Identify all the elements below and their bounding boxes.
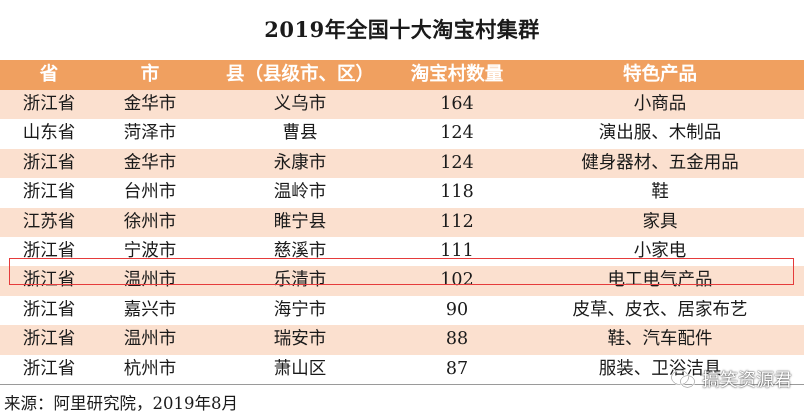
cell-city: 台州市 xyxy=(123,182,177,203)
cell-city: 金华市 xyxy=(123,152,177,173)
cell-village-count: 124 xyxy=(440,152,474,173)
cell-products: 小商品 xyxy=(633,94,687,114)
source-note: 来源：阿里研究院，2019年8月 xyxy=(4,394,238,413)
cell-products: 服装、卫浴洁具 xyxy=(598,358,722,379)
table-row: 浙江省 嘉兴市 海宁市 90 皮草、皮衣、居家布艺 xyxy=(0,295,804,326)
cell-products: 鞋、汽车配件 xyxy=(607,329,713,350)
cell-county: 乐清市 xyxy=(273,270,327,291)
cell-products: 演出服、木制品 xyxy=(598,123,722,144)
cell-products: 电工电气产品 xyxy=(607,270,713,291)
table-row: 浙江省 温州市 瑞安市 88 鞋、汽车配件 xyxy=(0,325,804,355)
cell-province: 浙江省 xyxy=(22,358,76,379)
cell-city: 菏泽市 xyxy=(123,123,177,144)
table-row: 浙江省 金华市 永康市 124 健身器材、五金用品 xyxy=(0,148,804,179)
cell-city: 杭州市 xyxy=(123,358,177,379)
header-county: 县（县级市、区） xyxy=(225,64,374,85)
cell-city: 徐州市 xyxy=(123,211,177,232)
cell-city: 金华市 xyxy=(123,94,177,114)
taobao-village-table: 省 市 县（县级市、区） 淘宝村数量 特色产品 浙江省 金华市 义乌市 164 小商品山… xyxy=(0,60,804,384)
cell-province: 江苏省 xyxy=(22,211,76,232)
cell-city: 温州市 xyxy=(123,329,177,350)
cell-province: 浙江省 xyxy=(22,329,76,350)
cell-county: 海宁市 xyxy=(273,299,327,320)
cell-products: 皮草、皮衣、居家布艺 xyxy=(572,299,748,320)
cell-province: 山东省 xyxy=(22,123,76,144)
cell-county: 曹县 xyxy=(282,123,318,144)
wechat-icon xyxy=(670,369,696,389)
cell-province: 浙江省 xyxy=(22,94,76,114)
cell-village-count: 90 xyxy=(445,299,469,320)
watermark-text: 搞笑资源君 xyxy=(702,370,792,391)
table-row: 浙江省 宁波市 慈溪市 111 小家电 xyxy=(0,236,804,267)
cell-city: 嘉兴市 xyxy=(123,299,177,320)
cell-products: 鞋 xyxy=(651,182,669,203)
header-village-count: 淘宝村数量 xyxy=(410,64,504,85)
cell-village-count: 111 xyxy=(440,240,474,261)
cell-products: 小家电 xyxy=(633,240,687,261)
cell-village-count: 164 xyxy=(440,94,474,114)
cell-village-count: 102 xyxy=(440,270,474,291)
watermark: 搞笑资源君 xyxy=(670,366,792,392)
header-city: 市 xyxy=(140,64,160,85)
table-bottom-divider xyxy=(0,384,804,385)
cell-province: 浙江省 xyxy=(22,182,76,203)
table-header-row: 省 市 县（县级市、区） 淘宝村数量 特色产品 xyxy=(0,60,804,90)
cell-province: 浙江省 xyxy=(22,270,76,291)
cell-village-count: 112 xyxy=(440,211,474,232)
header-province: 省 xyxy=(39,64,59,85)
header-products: 特色产品 xyxy=(622,64,697,85)
cell-village-count: 88 xyxy=(445,329,469,350)
table-row: 浙江省 台州市 温岭市 118 鞋 xyxy=(0,178,804,208)
cell-village-count: 118 xyxy=(440,182,474,203)
cell-city: 温州市 xyxy=(123,270,177,291)
table-body: 浙江省 金华市 义乌市 164 小商品 山东省 菏泽市 曹县 124 演出服、木制品 浙江省 金华市永… xyxy=(0,90,804,384)
cell-county: 慈溪市 xyxy=(273,240,327,261)
cell-village-count: 124 xyxy=(440,123,474,144)
cell-county: 睢宁县 xyxy=(273,211,327,232)
cell-county: 瑞安市 xyxy=(273,329,327,350)
cell-province: 浙江省 xyxy=(22,299,76,320)
cell-province: 浙江省 xyxy=(22,240,76,261)
cell-products: 家具 xyxy=(642,211,678,232)
cell-county: 温岭市 xyxy=(273,182,327,203)
table-row: 浙江省 杭州市 萧山区 87 服装、卫浴洁具 xyxy=(0,354,804,384)
table-row: 江苏省 徐州市 睢宁县 112 家具 xyxy=(0,207,804,237)
cell-county: 萧山区 xyxy=(273,358,327,379)
table-row-highlighted: 浙江省 温州市 乐清市 102 电工电气产品 xyxy=(0,266,804,296)
cell-county: 义乌市 xyxy=(273,94,327,114)
cell-province: 浙江省 xyxy=(22,152,76,173)
table-row: 山东省 菏泽市 曹县 124 演出服、木制品 xyxy=(0,119,804,149)
cell-products: 健身器材、五金用品 xyxy=(581,152,739,173)
cell-city: 宁波市 xyxy=(123,240,177,261)
cell-county: 永康市 xyxy=(273,152,327,173)
page-title: 2019年全国十大淘宝村集群 xyxy=(264,17,540,42)
table-row: 浙江省 金华市 义乌市 164 小商品 xyxy=(0,90,804,120)
cell-village-count: 87 xyxy=(445,358,469,379)
